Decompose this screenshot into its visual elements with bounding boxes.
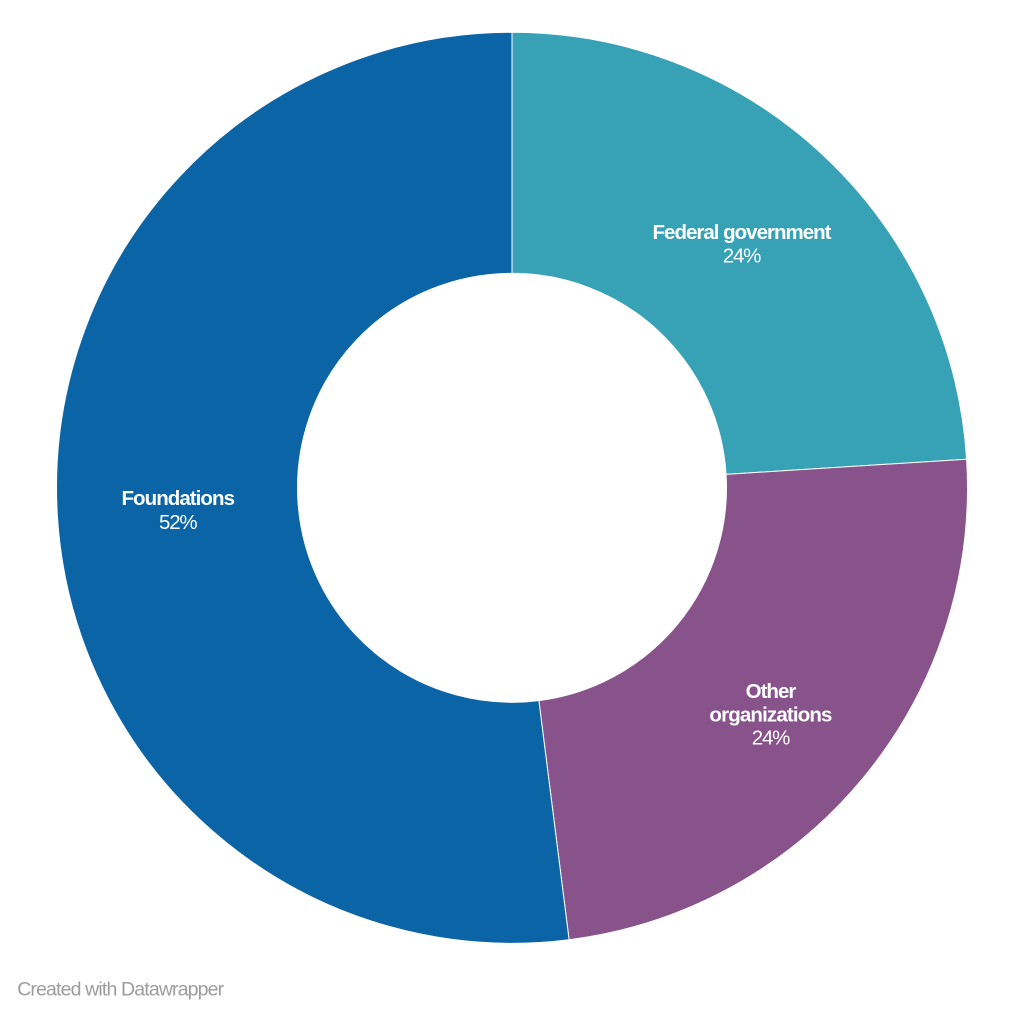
svg-text:24%: 24% — [752, 727, 790, 750]
svg-text:Federal government: Federal government — [653, 221, 832, 244]
svg-text:Created with Datawrapper: Created with Datawrapper — [17, 978, 224, 1000]
svg-text:Foundations: Foundations — [121, 487, 234, 510]
svg-text:Other: Other — [746, 680, 797, 703]
svg-text:52%: 52% — [159, 511, 197, 534]
svg-text:organizations: organizations — [709, 704, 832, 727]
svg-text:24%: 24% — [723, 245, 761, 268]
